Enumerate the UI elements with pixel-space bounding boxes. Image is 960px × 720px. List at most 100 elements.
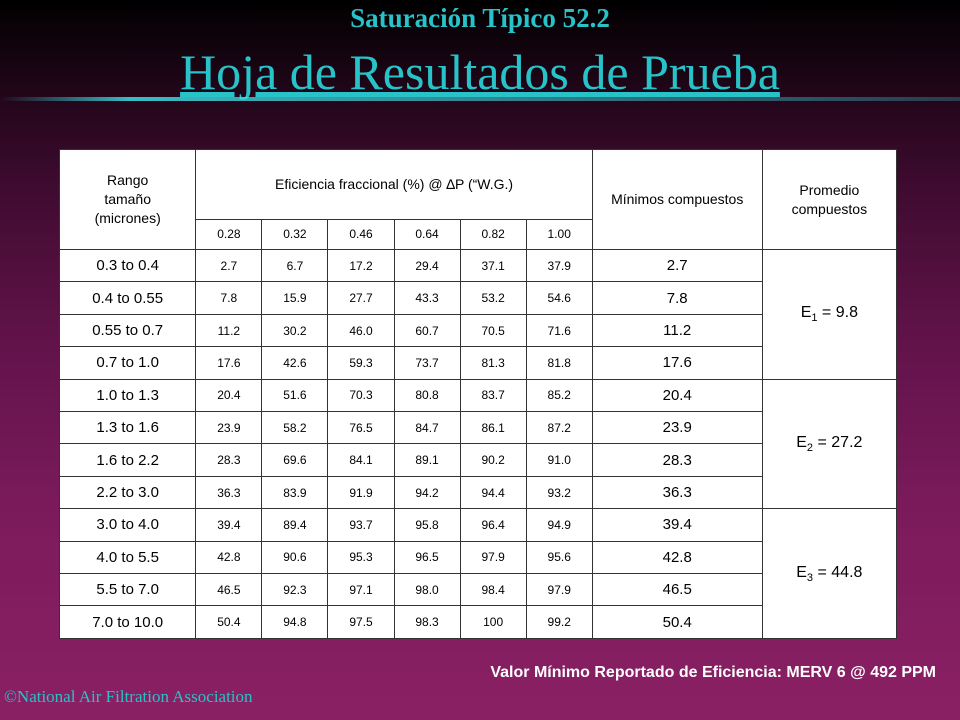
table-row: 0.55 to 0.7 11.2 30.2 46.0 60.7 70.5 71.6 11.2 (58, 313, 897, 348)
efficiency-value-cell: 2.7 (195, 248, 263, 283)
efficiency-value-cell: 94.8 (261, 605, 329, 639)
min-composite-cell: 20.4 (591, 378, 763, 413)
efficiency-value-cell: 94.9 (525, 508, 593, 542)
avg-composite-cell: E1 = 9.8 (761, 249, 898, 380)
min-composite-cell: 39.4 (591, 508, 763, 542)
avg-subscript: 3 (806, 571, 814, 584)
slide-title: Saturación Típico 52.2 (350, 3, 610, 33)
efficiency-value-cell: 70.5 (459, 313, 527, 348)
size-range-cell: 4.0 to 5.5 (58, 540, 197, 575)
efficiency-value-cell: 42.8 (195, 540, 263, 575)
efficiency-value-cell: 39.4 (195, 508, 263, 542)
efficiency-value-cell: 27.7 (327, 281, 395, 315)
efficiency-value-cell: 42.6 (261, 346, 329, 380)
size-range-cell: 1.3 to 1.6 (58, 411, 197, 445)
efficiency-value-cell: 11.2 (195, 313, 263, 348)
header-range-line1: Rango (107, 172, 149, 188)
efficiency-value-cell: 97.9 (525, 573, 593, 607)
avg-value: = 9.8 (817, 304, 858, 322)
efficiency-value-cell: 89.4 (261, 508, 329, 542)
header-min-composite: Mínimos compuestos (591, 149, 763, 250)
efficiency-value-cell: 20.4 (195, 378, 263, 413)
efficiency-value-cell: 17.6 (195, 346, 263, 380)
accent-line-right (130, 97, 960, 101)
results-table: Rango tamaño (micrones) Eficiencia fracc… (58, 149, 898, 639)
table-row: 0.4 to 0.55 7.8 15.9 27.7 43.3 53.2 54.6 7.8 (58, 281, 897, 315)
avg-subscript: 2 (806, 442, 814, 455)
avg-label: E (800, 304, 812, 322)
efficiency-value-cell: 54.6 (525, 281, 593, 315)
efficiency-value-cell: 100 (459, 605, 527, 639)
results-table-container: Rango tamaño (micrones) Eficiencia fracc… (58, 149, 898, 639)
size-range-cell: 7.0 to 10.0 (58, 605, 197, 639)
efficiency-value-cell: 97.9 (459, 540, 527, 575)
slide-subtitle: Hoja de Resultados de Prueba (180, 44, 780, 100)
pressure-header: 0.64 (393, 219, 461, 250)
results-table-body: 0.3 to 0.4 2.7 6.7 17.2 29.4 37.1 37.9 2.7 E1 = … (58, 248, 898, 639)
efficiency-value-cell: 80.8 (393, 378, 461, 413)
efficiency-value-cell: 86.1 (459, 411, 527, 445)
table-row: 3.0 to 4.0 39.4 89.4 93.7 95.8 96.4 94.9 39.4 E3… (58, 508, 898, 639)
header-avg-composite: Promedio compuestos (761, 149, 898, 250)
efficiency-value-cell: 43.3 (393, 281, 461, 315)
pressure-header: 0.28 (195, 219, 263, 250)
efficiency-value-cell: 23.9 (195, 411, 263, 445)
efficiency-value-cell: 15.9 (261, 281, 329, 315)
min-composite-cell: 23.9 (591, 411, 763, 445)
efficiency-value-cell: 37.1 (459, 248, 527, 283)
avg-label: E (796, 563, 807, 581)
size-range-cell: 0.4 to 0.55 (58, 281, 197, 315)
pressure-header: 0.82 (459, 219, 527, 250)
efficiency-value-cell: 46.0 (327, 313, 395, 348)
avg-value: = 44.8 (813, 563, 863, 581)
efficiency-value-cell: 96.4 (459, 508, 527, 542)
efficiency-value-cell: 97.1 (327, 573, 395, 607)
efficiency-value-cell: 37.9 (525, 248, 593, 283)
pressure-header: 1.00 (525, 219, 593, 250)
merv-footer-note: Valor Mínimo Reportado de Eficiencia: ME… (490, 664, 936, 681)
table-row: 1.6 to 2.2 28.3 69.6 84.1 89.1 90.2 91.0 28.3 (58, 443, 897, 477)
table-row: 2.2 to 3.0 36.3 83.9 91.9 94.2 94.4 93.2 36.3 (58, 475, 897, 510)
efficiency-value-cell: 53.2 (459, 281, 527, 315)
table-row: 0.3 to 0.4 2.7 6.7 17.2 29.4 37.1 37.9 2.7 E1 = … (58, 248, 898, 380)
efficiency-value-cell: 89.1 (393, 443, 461, 477)
pressure-header: 0.32 (261, 219, 329, 250)
efficiency-value-cell: 46.5 (195, 573, 263, 607)
size-range-cell: 3.0 to 4.0 (58, 508, 197, 542)
efficiency-value-cell: 69.6 (261, 443, 329, 477)
efficiency-value-cell: 83.7 (459, 378, 527, 413)
min-composite-cell: 28.3 (591, 443, 763, 477)
efficiency-value-cell: 76.5 (327, 411, 395, 445)
efficiency-value-cell: 95.3 (327, 540, 395, 575)
efficiency-value-cell: 91.0 (525, 443, 593, 477)
min-composite-cell: 46.5 (591, 573, 763, 607)
accent-bar (0, 94, 960, 104)
avg-value: = 27.2 (813, 433, 863, 451)
efficiency-value-cell: 90.6 (261, 540, 329, 575)
efficiency-value-cell: 90.2 (459, 443, 527, 477)
min-composite-cell: 11.2 (591, 313, 763, 348)
table-row: 4.0 to 5.5 42.8 90.6 95.3 96.5 97.9 95.6 42.8 (58, 540, 897, 575)
table-row: 7.0 to 10.0 50.4 94.8 97.5 98.3 100 99.2 50.4 (58, 605, 897, 639)
efficiency-value-cell: 84.7 (393, 411, 461, 445)
efficiency-value-cell: 91.9 (327, 475, 395, 510)
efficiency-value-cell: 87.2 (525, 411, 593, 445)
header-efficiency: Eficiencia fraccional (%) @ ∆P (“W.G.) (195, 149, 593, 220)
min-composite-cell: 50.4 (591, 605, 763, 639)
min-composite-cell: 2.7 (591, 248, 763, 283)
efficiency-value-cell: 70.3 (327, 378, 395, 413)
efficiency-value-cell: 94.4 (459, 475, 527, 510)
efficiency-value-cell: 95.8 (393, 508, 461, 542)
header-size-range: Rango tamaño (micrones) (58, 149, 197, 250)
size-range-cell: 2.2 to 3.0 (58, 475, 197, 510)
efficiency-value-cell: 96.5 (393, 540, 461, 575)
size-range-cell: 1.0 to 1.3 (58, 378, 197, 413)
pressure-header: 0.46 (327, 219, 395, 250)
accent-line-left (0, 97, 130, 101)
efficiency-value-cell: 81.3 (459, 346, 527, 380)
efficiency-value-cell: 81.8 (525, 346, 593, 380)
size-range-cell: 5.5 to 7.0 (58, 573, 197, 607)
efficiency-value-cell: 83.9 (261, 475, 329, 510)
efficiency-value-cell: 73.7 (393, 346, 461, 380)
efficiency-value-cell: 58.2 (261, 411, 329, 445)
